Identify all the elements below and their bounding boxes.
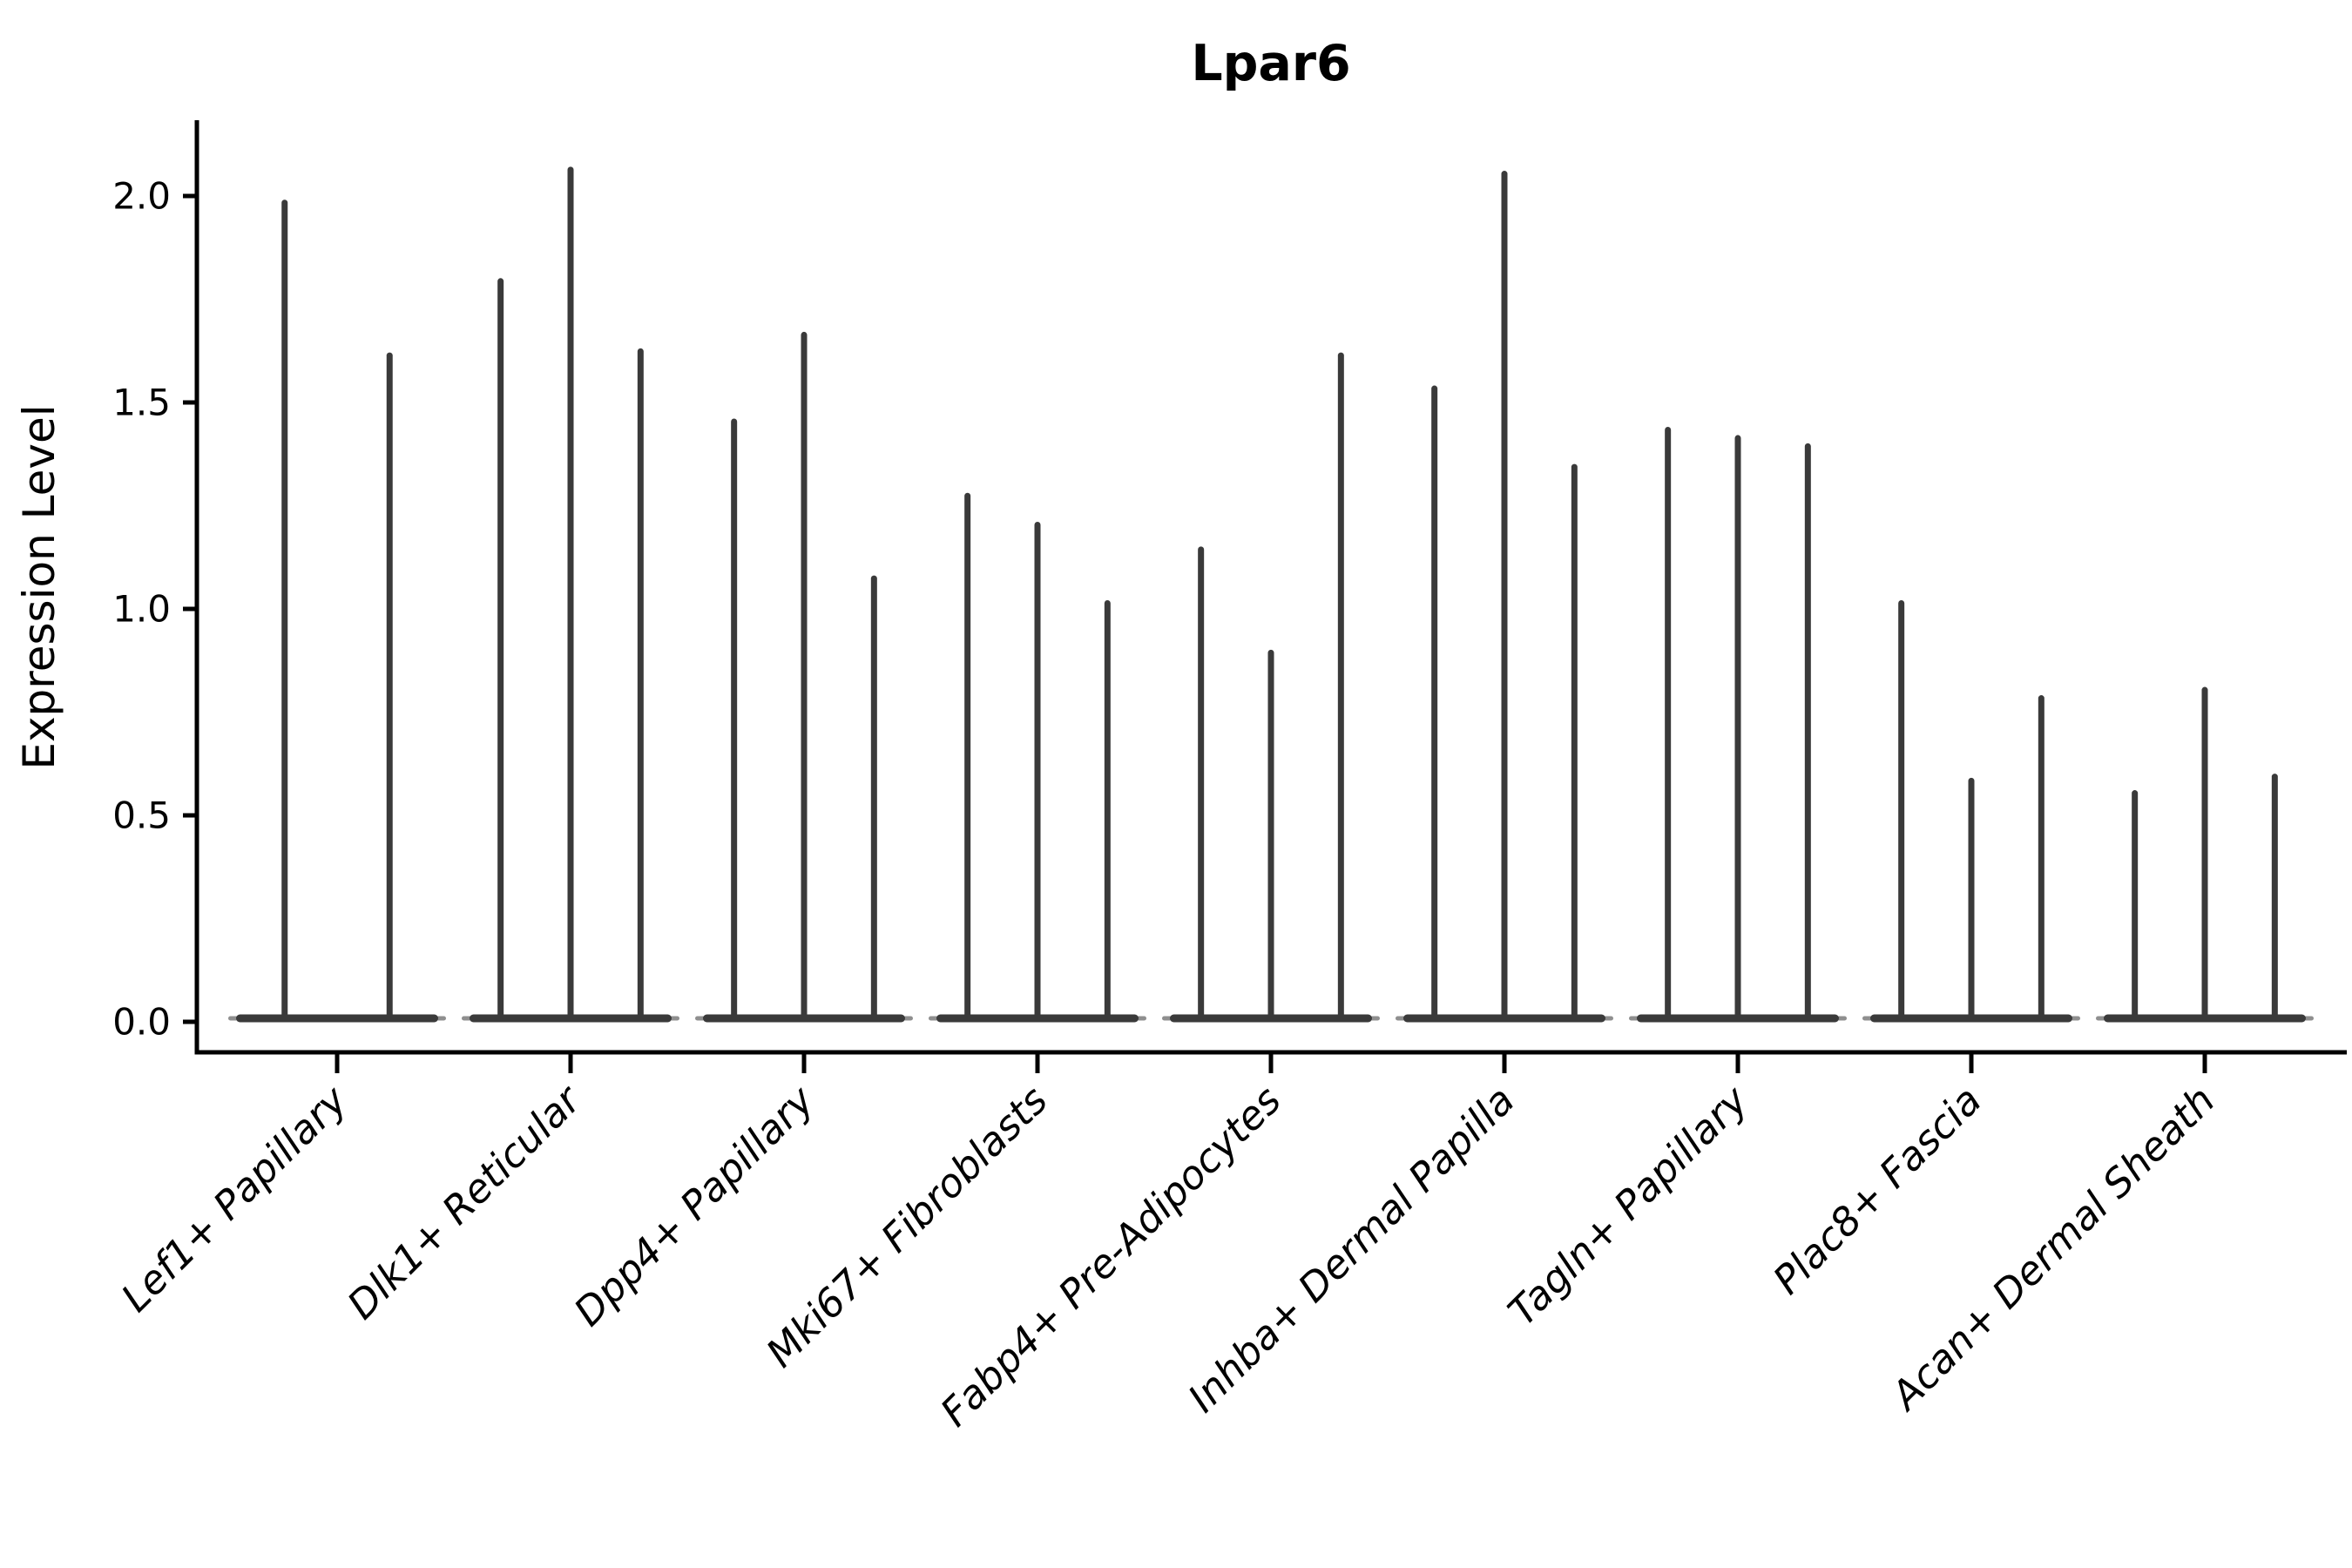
y-tick-label: 1.5 — [112, 382, 171, 424]
x-axis-ticks — [335, 1052, 2207, 1073]
x-tick-label: Dlk1+ Reticular — [338, 1076, 591, 1328]
y-tick-label: 0.0 — [112, 1001, 171, 1044]
y-axis-label: Expression Level — [14, 404, 64, 769]
x-tick-label: Dpp4+ Papillary — [565, 1076, 824, 1335]
y-tick-label: 1.0 — [112, 588, 171, 631]
y-axis-ticks: 0.0 0.5 1.0 1.5 2.0 — [112, 175, 197, 1044]
y-tick-label: 2.0 — [112, 175, 171, 218]
y-tick-label: 0.5 — [112, 794, 171, 837]
violins-layer — [228, 166, 2314, 1023]
x-tick-label: Plac8+ Fascia — [1764, 1077, 1990, 1303]
x-tick-label: Tagln+ Papillary — [1499, 1076, 1758, 1335]
x-tick-label: Lef1+ Papillary — [112, 1076, 357, 1321]
chart-title: Lpar6 — [1191, 35, 1350, 92]
